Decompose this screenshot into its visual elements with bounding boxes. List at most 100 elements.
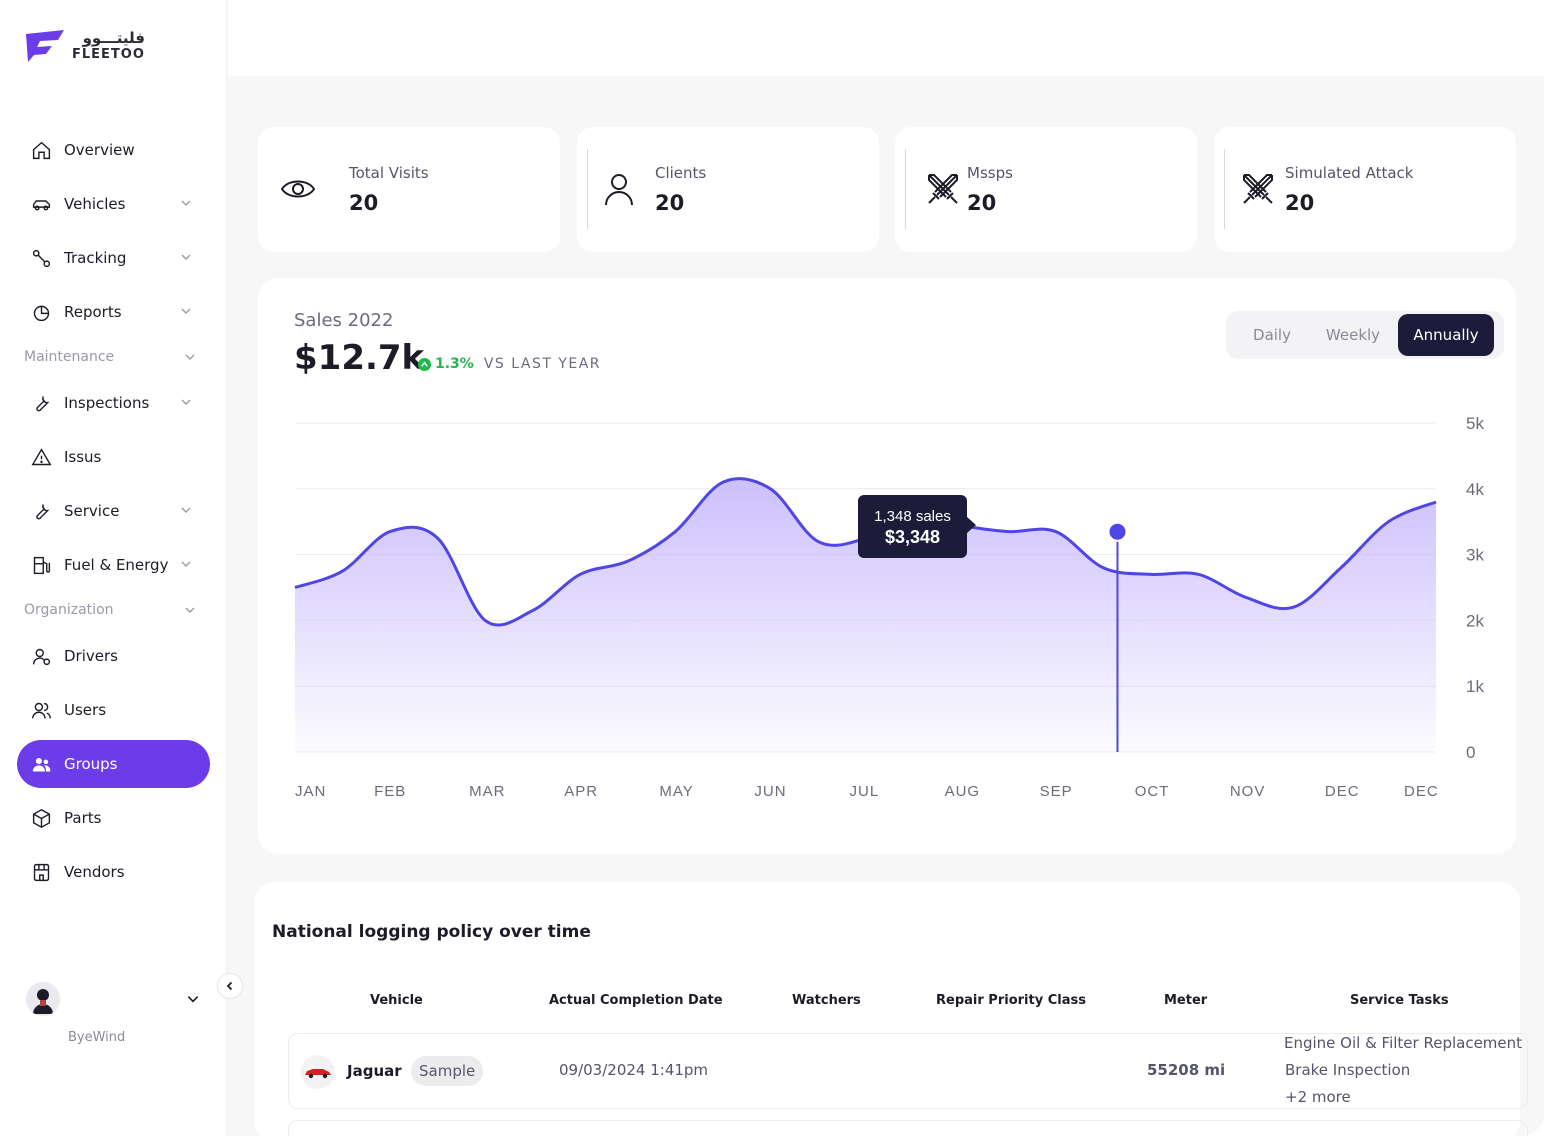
- column-header-watchers[interactable]: Watchers: [792, 993, 861, 1008]
- more-tasks-link[interactable]: +2 more: [1285, 1088, 1351, 1106]
- logo[interactable]: فليتـــوو FLEETOO: [24, 28, 145, 64]
- driver-icon: [30, 645, 52, 667]
- chevron-down-icon: [185, 354, 195, 360]
- wrench-icon: [30, 500, 52, 522]
- stat-label: Simulated Attack: [1285, 164, 1414, 182]
- x-tick-label: MAR: [469, 783, 505, 800]
- section-label: Maintenance: [24, 349, 115, 365]
- stat-label: Total Visits: [349, 164, 429, 182]
- sidebar-item-users[interactable]: Users: [17, 686, 210, 734]
- groups-icon: [30, 753, 52, 775]
- section-organization[interactable]: Organization: [24, 602, 196, 618]
- sidebar-item-reports[interactable]: Reports: [17, 288, 210, 336]
- sidebar-item-label: Vendors: [64, 863, 125, 881]
- logo-name: FLEETOO: [72, 47, 145, 62]
- crossed-swords-icon: [928, 174, 958, 204]
- sidebar-item-overview[interactable]: Overview: [17, 126, 210, 174]
- vehicle-thumbnail: [301, 1055, 335, 1089]
- x-tick-label: AUG: [945, 783, 981, 800]
- x-tick-label: JUL: [850, 783, 880, 800]
- column-header-repair-priority[interactable]: Repair Priority Class: [936, 993, 1086, 1008]
- sidebar-item-vendors[interactable]: Vendors: [17, 848, 210, 896]
- logging-policy-table-card: National logging policy over time Vehicl…: [254, 882, 1528, 1136]
- collapse-sidebar-button[interactable]: [217, 973, 243, 999]
- change-value: 1.3%: [435, 356, 474, 372]
- chevron-down-icon: [185, 607, 195, 613]
- eye-icon: [280, 180, 316, 198]
- series-area: [295, 478, 1436, 752]
- sales-area-chart: 0 1k 2k 3k 4k 5k JAN FEB MAR APR MAY JUN JUL AUG SEP OC…: [294, 414, 1484, 800]
- chevron-left-icon: [226, 981, 233, 991]
- stat-card-total-visits[interactable]: Total Visits 20: [258, 127, 560, 252]
- sidebar-item-label: Overview: [64, 141, 135, 159]
- sidebar-item-parts[interactable]: Parts: [17, 794, 210, 842]
- users-icon: [30, 699, 52, 721]
- user-profile[interactable]: ByeWind: [26, 982, 206, 1045]
- x-tick-label: OCT: [1135, 783, 1170, 800]
- stat-label: Mssps: [967, 164, 1013, 182]
- period-selector: Daily Weekly Annually: [1226, 311, 1504, 359]
- section-maintenance[interactable]: Maintenance: [24, 349, 196, 365]
- sidebar-item-label: Reports: [64, 303, 122, 321]
- sales-chart-card: Sales 2022 $12.7k 1.3% VS LAST YEAR Dail…: [258, 278, 1516, 854]
- x-tick-label: SEP: [1040, 783, 1073, 800]
- tooltip-pointer: [967, 517, 976, 533]
- sidebar-item-label: Parts: [64, 809, 102, 827]
- column-header-service-tasks[interactable]: Service Tasks: [1350, 993, 1449, 1008]
- sample-badge: Sample: [411, 1056, 484, 1086]
- y-tick-label: 5k: [1466, 414, 1484, 433]
- divider: [905, 149, 906, 229]
- sales-change: 1.3% VS LAST YEAR: [418, 356, 601, 372]
- chevron-down-icon: [181, 254, 191, 260]
- column-header-meter[interactable]: Meter: [1164, 993, 1208, 1008]
- y-tick-label: 0: [1466, 743, 1475, 762]
- service-task: Brake Inspection: [1285, 1061, 1411, 1079]
- column-header-vehicle[interactable]: Vehicle: [370, 993, 423, 1008]
- table-row[interactable]: Jaguar Sample 09/03/2024 1:41pm 55208 mi…: [288, 1033, 1528, 1109]
- y-tick-label: 2k: [1466, 611, 1484, 630]
- completion-date: 09/03/2024 1:41pm: [559, 1061, 709, 1079]
- table-row[interactable]: [288, 1120, 1528, 1136]
- sidebar-item-tracking[interactable]: Tracking: [17, 234, 210, 282]
- period-annually-button[interactable]: Annually: [1398, 314, 1494, 356]
- sidebar-item-label: Users: [64, 701, 107, 719]
- vehicle-name[interactable]: Jaguar: [347, 1062, 402, 1080]
- divider: [1224, 149, 1225, 229]
- store-icon: [30, 861, 52, 883]
- sidebar-item-groups[interactable]: Groups: [17, 740, 210, 788]
- chevron-down-icon: [181, 561, 191, 567]
- x-tick-label: FEB: [374, 783, 406, 800]
- stat-card-mssps[interactable]: Mssps 20: [895, 127, 1197, 252]
- tooltip-box: [858, 495, 967, 558]
- fuel-icon: [30, 554, 52, 576]
- car-icon: [305, 1069, 331, 1079]
- chevron-down-icon: [181, 399, 191, 405]
- sales-amount: $12.7k: [294, 338, 425, 378]
- change-caption: VS LAST YEAR: [483, 356, 602, 372]
- sidebar-item-label: Drivers: [64, 647, 118, 665]
- y-tick-label: 4k: [1466, 480, 1484, 499]
- sidebar-item-vehicles[interactable]: Vehicles: [17, 180, 210, 228]
- sidebar-item-fuel-energy[interactable]: Fuel & Energy: [17, 541, 210, 589]
- stat-card-simulated-attack[interactable]: Simulated Attack 20: [1214, 127, 1516, 252]
- sidebar-item-service[interactable]: Service: [17, 487, 210, 535]
- chevron-down-icon[interactable]: [186, 992, 200, 1006]
- sidebar-item-inspections[interactable]: Inspections: [17, 379, 210, 427]
- period-weekly-button[interactable]: Weekly: [1325, 326, 1381, 344]
- box-icon: [30, 807, 52, 829]
- sidebar-item-issus[interactable]: Issus: [17, 433, 210, 481]
- stat-card-clients[interactable]: Clients 20: [577, 127, 879, 252]
- section-label: Organization: [24, 602, 114, 618]
- sidebar-item-drivers[interactable]: Drivers: [17, 632, 210, 680]
- chevron-down-icon: [181, 507, 191, 513]
- x-tick-label: DEC: [1325, 783, 1360, 800]
- period-daily-button[interactable]: Daily: [1253, 326, 1291, 344]
- column-header-completion-date[interactable]: Actual Completion Date: [549, 993, 723, 1008]
- stat-value: 20: [655, 191, 685, 215]
- sidebar-item-label: Tracking: [64, 249, 127, 267]
- sidebar: فليتـــوو FLEETOO Overview Vehicles Trac…: [0, 0, 227, 1136]
- logo-arabic-text: فليتـــوو: [82, 29, 145, 47]
- home-icon: [30, 139, 52, 161]
- top-bar: [228, 0, 1544, 76]
- x-tick-label: DEC: [1404, 783, 1439, 800]
